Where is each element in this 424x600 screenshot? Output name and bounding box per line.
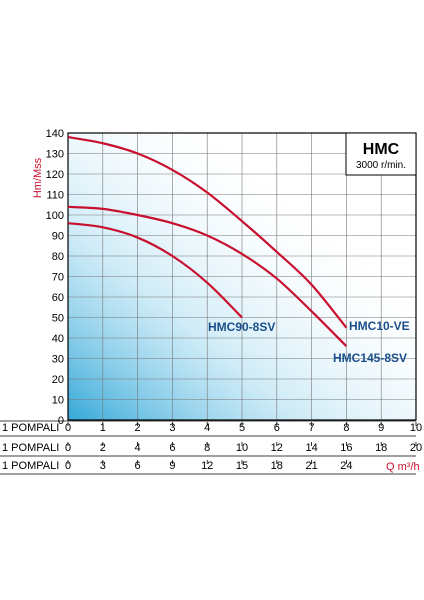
series-line-hmc90-8sv [67,222,243,319]
y-tick-label: 20 [52,374,64,386]
x-tick-label: 18 [375,442,387,454]
x-tick-label: 24 [340,460,352,472]
x-row-label: 1 POMPALI [2,422,59,434]
x-tick-label: 7 [309,422,315,434]
x-tick-label: 12 [271,442,283,454]
x-tick-label: 3 [100,460,106,472]
x-row-label: 1 POMPALI [2,460,59,472]
x-tick-label: 10 [410,422,422,434]
y-tick-label: 40 [52,333,64,345]
chart-title-box: HMC 3000 r/min. [345,132,417,176]
y-tick-label: 50 [52,313,64,325]
series-label-hmc145-8sv: HMC145-8SV [333,351,407,365]
x-tick-label: 20 [410,442,422,454]
y-tick-label: 80 [52,251,64,263]
series-label-hmc10-ve: HMC10-VE [349,319,410,333]
x-tick-label: 2 [135,422,141,434]
chart-title: HMC [363,141,400,158]
x-axis-rows: 1 POMPALI 0 1 2 3 4 5 6 7 8 9 101 POMPALI 0 2 4 6 8 10 12 1… [0,420,422,475]
x-tick-label: 8 [204,442,210,454]
y-tick-label: 90 [52,231,64,243]
x-tick-label: 14 [305,442,317,454]
series-label-hmc90-8sv: HMC90-8SV [208,320,275,334]
x-tick-label: 10 [236,442,248,454]
y-tick-label: 130 [46,149,64,161]
x-tick-label: 6 [169,442,175,454]
x-tick-label: 6 [135,460,141,472]
y-tick-label: 10 [52,395,64,407]
x-tick-label: 21 [305,460,317,472]
y-tick-label: 30 [52,354,64,366]
y-tick-label: 140 [46,128,64,140]
plot-frame [67,132,417,421]
x-tick-label: 18 [271,460,283,472]
series-line-hmc10-ve [67,136,348,329]
x-tick-label: 16 [340,442,352,454]
series-line-hmc145-8sv [67,205,348,347]
x-tick-label: 2 [100,442,106,454]
y-tick-label: 70 [52,272,64,284]
x-tick-label: 12 [201,460,213,472]
x-tick-label: 0 [65,442,71,454]
x-tick-label: 6 [274,422,280,434]
y-tick-label: 120 [46,169,64,181]
grid [67,132,417,421]
x-tick-label: 9 [169,460,175,472]
x-tick-label: 4 [135,442,141,454]
x-tick-label: 9 [378,422,384,434]
x-tick-label: 4 [204,422,210,434]
x-tick-label: 0 [65,460,71,472]
x-row-label: 1 POMPALI [2,442,59,454]
y-axis-label: Hm/Mss [32,157,44,198]
x-tick-label: 0 [65,422,71,434]
x-axis-label: Q m³/h [386,461,420,473]
chart-subtitle: 3000 r/min. [356,160,406,171]
x-tick-label: 5 [239,422,245,434]
y-tick-label: 110 [46,190,64,202]
curves: HMC10-VE HMC145-8SV HMC90-8SV [67,136,410,365]
x-tick-label: 1 [100,422,106,434]
x-tick-label: 3 [169,422,175,434]
x-tick-label: 8 [343,422,349,434]
y-tick-label: 100 [46,210,64,222]
y-tick-label: 60 [52,292,64,304]
x-tick-label: 15 [236,460,248,472]
